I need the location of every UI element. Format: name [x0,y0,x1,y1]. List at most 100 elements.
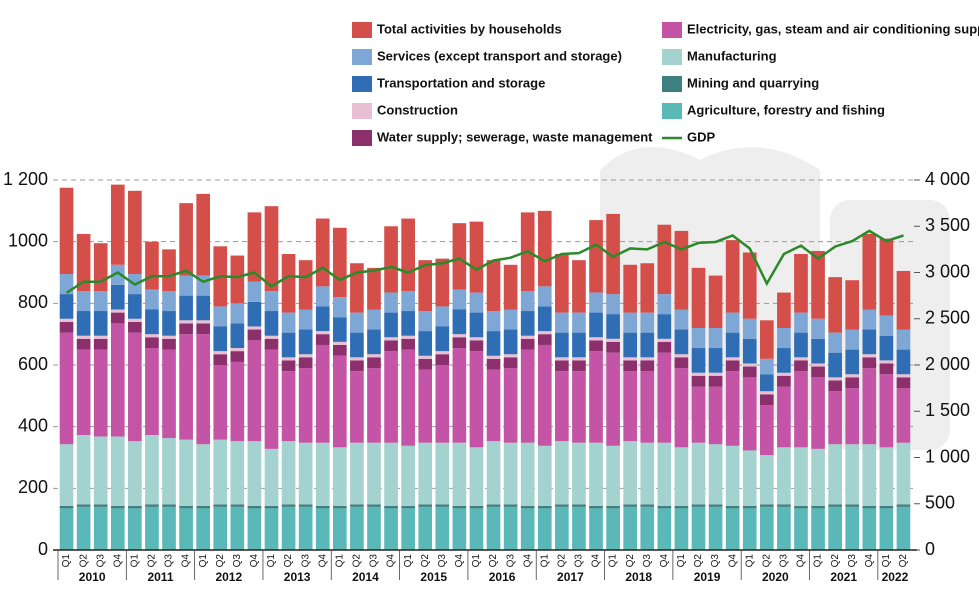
x-tick-label: Q1 [61,554,72,568]
x-tick-label: Q1 [676,554,687,568]
bar-segment [77,435,91,504]
bar-segment [897,388,911,443]
bar-segment [640,360,654,371]
bar-segment [743,252,757,318]
bar-segment [692,373,706,376]
bar-segment [350,443,364,505]
bar-segment [640,333,654,358]
legend-label: GDP [687,129,716,144]
bar-segment [606,294,620,314]
bar-segment [179,508,193,550]
bar-segment [487,370,501,442]
bar-segment [418,443,432,505]
bar-segment [487,359,501,370]
bar-segment [845,330,859,350]
bar-segment [897,377,911,388]
bar-segment [743,363,757,366]
bar-segment [265,291,279,311]
bar-segment [606,446,620,506]
x-tick-label: Q2 [352,554,363,568]
bar-segment [384,337,398,340]
bar-segment [333,317,347,342]
bar-segment [145,242,159,290]
x-tick-label: Q4 [864,554,875,568]
bar-segment [435,351,449,354]
bar-segment [384,226,398,292]
x-tick-label: Q1 [130,554,141,568]
bar-segment [435,365,449,443]
bar-segment [384,313,398,338]
bar-segment [692,376,706,387]
bar-segment [487,260,501,311]
bar-segment [640,507,654,550]
bar-segment [862,357,876,368]
bar-segment [248,330,262,341]
bar-segment [640,371,654,443]
bar-segment [248,326,262,329]
bar-segment [333,342,347,345]
bar-segment [555,333,569,358]
bar-segment [401,291,415,311]
bar-segment [606,339,620,342]
bar-segment [316,306,330,331]
bar-segment [606,353,620,446]
bar-segment [111,313,125,324]
bar-segment [145,348,159,435]
bar-segment [828,353,842,378]
bar-segment [777,376,791,387]
bar-segment [350,313,364,333]
bar-segment [248,302,262,327]
bar-segment [709,328,723,348]
bar-segment [675,368,689,447]
bar-segment [845,504,859,506]
bar-segment [760,504,774,506]
x-tick-label: Q4 [591,554,602,568]
bar-segment [299,354,313,357]
bar-segment [709,507,723,550]
year-label: 2020 [762,570,789,584]
bar-segment [743,367,757,378]
x-tick-label: Q3 [779,554,790,568]
legend-swatch [662,22,682,38]
bar-segment [231,441,245,504]
bar-segment [743,319,757,339]
y-tick-label: 200 [18,477,48,497]
bar-segment [828,444,842,504]
bar-segment [572,507,586,550]
bar-segment [401,446,415,506]
bar-segment [845,377,859,388]
bar-segment [572,260,586,312]
bar-segment [60,444,74,506]
bar-segment [709,444,723,504]
x-tick-label: Q3 [95,554,106,568]
bar-segment [94,504,108,506]
y-tick-label: 400 [18,415,48,435]
bar-segment [589,293,603,313]
bar-segment [350,360,364,371]
bar-segment [862,310,876,330]
bar-segment [231,348,245,351]
bar-segment [692,348,706,373]
bar-segment [777,328,791,348]
bar-segment [111,185,125,265]
bar-segment [897,374,911,377]
x-tick-label: Q4 [659,554,670,568]
bar-segment [367,507,381,550]
bar-segment [94,311,108,336]
bar-segment [897,507,911,550]
bar-segment [640,313,654,333]
bar-segment [726,333,740,358]
bar-segment [367,330,381,355]
bar-segment [880,508,894,550]
bar-segment [828,377,842,380]
bar-segment [350,357,364,360]
bar-segment [282,254,296,313]
bar-segment [196,444,210,506]
bar-segment [880,316,894,336]
x-tick-label: Q4 [727,554,738,568]
bar-segment [743,450,757,506]
bar-segment [179,506,193,508]
bar-segment [179,320,193,323]
bar-segment [316,331,330,334]
x-tick-label: Q3 [642,554,653,568]
